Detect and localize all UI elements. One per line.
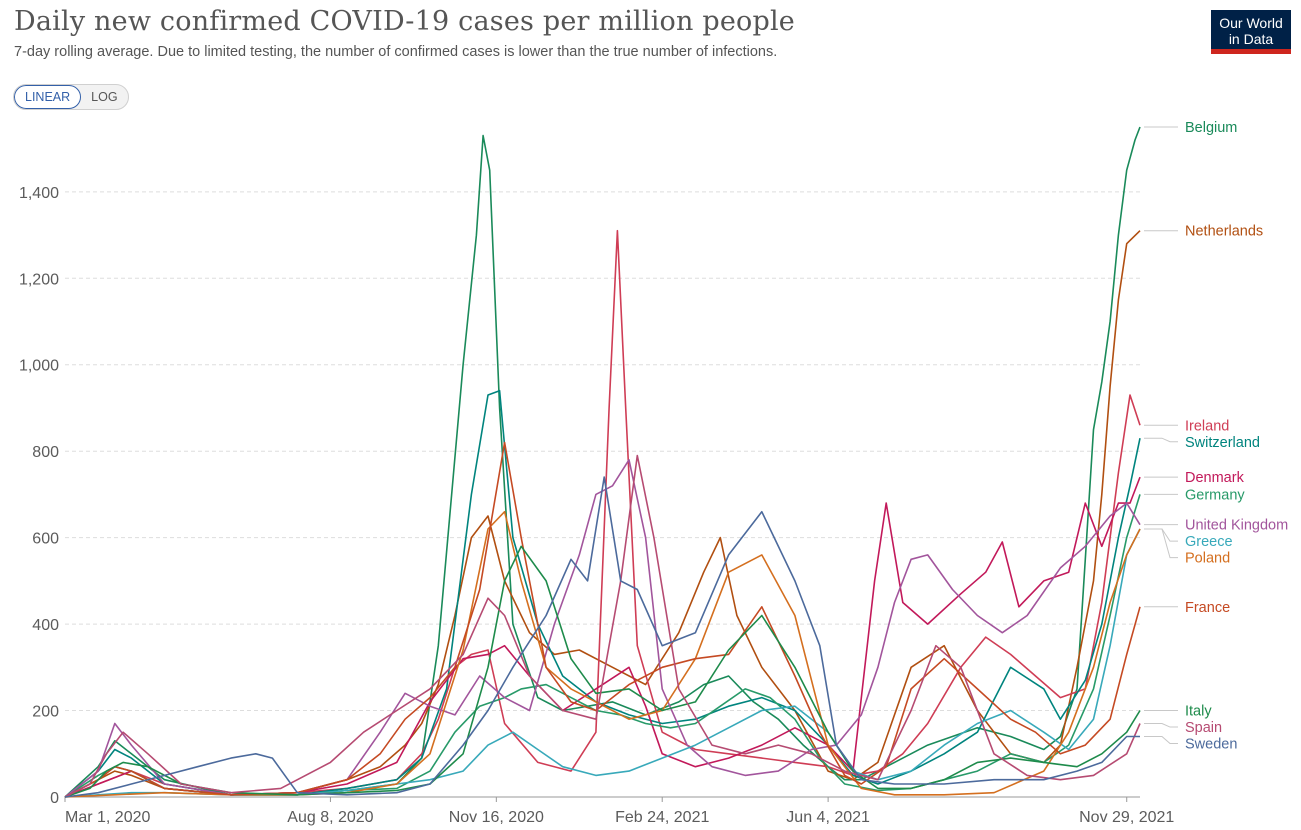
legend-label-france[interactable]: France bbox=[1185, 600, 1230, 616]
legend-label-poland[interactable]: Poland bbox=[1185, 551, 1230, 567]
legend-label-spain[interactable]: Spain bbox=[1185, 720, 1222, 736]
x-axis-ticks: Mar 1, 2020 Aug 8, 2020 Nov 16, 2020 Feb 24… bbox=[64, 797, 1174, 826]
legend-connector bbox=[1144, 735, 1178, 745]
x-tick-label: Feb 24, 2021 bbox=[615, 809, 709, 826]
log-scale-button[interactable]: LOG bbox=[91, 90, 118, 104]
y-axis-ticks: 0 200 400 600 800 1,000 1,200 1,400 bbox=[19, 185, 59, 807]
y-tick-label: 0 bbox=[50, 790, 59, 807]
x-tick-label: Jun 4, 2021 bbox=[786, 809, 870, 826]
series-line-united-kingdom[interactable] bbox=[64, 458, 1141, 798]
legend-connector bbox=[1144, 528, 1178, 559]
x-tick-label: Nov 16, 2020 bbox=[449, 809, 544, 826]
chart-title: Daily new confirmed COVID-19 cases per m… bbox=[14, 6, 795, 37]
legend-label-belgium[interactable]: Belgium bbox=[1185, 120, 1237, 136]
series-line-denmark[interactable] bbox=[64, 476, 1141, 798]
legend-label-greece[interactable]: Greece bbox=[1185, 534, 1233, 550]
series-line-sweden[interactable] bbox=[64, 476, 1140, 798]
y-tick-label: 200 bbox=[32, 704, 59, 721]
logo-line-2: in Data bbox=[1228, 31, 1274, 47]
chart-subtitle: 7-day rolling average. Due to limited te… bbox=[14, 44, 778, 60]
y-tick-label: 800 bbox=[32, 444, 59, 461]
legend-label-ireland[interactable]: Ireland bbox=[1185, 418, 1229, 434]
x-tick-label: Nov 29, 2021 bbox=[1079, 809, 1174, 826]
series-line-greece[interactable] bbox=[64, 528, 1141, 798]
y-tick-label: 1,200 bbox=[19, 271, 59, 288]
owid-logo[interactable]: Our World in Data bbox=[1211, 10, 1291, 54]
series-line-spain[interactable] bbox=[64, 454, 1141, 798]
legend-connector bbox=[1144, 437, 1178, 443]
linear-scale-button[interactable]: LINEAR bbox=[14, 85, 82, 109]
series-lines bbox=[64, 126, 1141, 798]
legend-connector bbox=[1144, 723, 1178, 728]
y-tick-label: 1,000 bbox=[19, 358, 59, 375]
x-tick-label: Aug 8, 2020 bbox=[287, 809, 373, 826]
series-line-france[interactable] bbox=[64, 441, 1141, 798]
grid-lines bbox=[65, 191, 1140, 798]
legend-label-united-kingdom[interactable]: United Kingdom bbox=[1185, 518, 1288, 534]
logo-line-1: Our World bbox=[1219, 15, 1283, 31]
legend-label-germany[interactable]: Germany bbox=[1185, 487, 1245, 503]
y-tick-label: 600 bbox=[32, 531, 59, 548]
y-tick-label: 400 bbox=[32, 617, 59, 634]
legend-label-italy[interactable]: Italy bbox=[1185, 704, 1212, 720]
legend-label-switzerland[interactable]: Switzerland bbox=[1185, 435, 1260, 451]
legend-label-netherlands[interactable]: Netherlands bbox=[1185, 224, 1263, 240]
legend-label-sweden[interactable]: Sweden bbox=[1185, 737, 1237, 753]
y-tick-label: 1,400 bbox=[19, 185, 59, 202]
series-line-belgium[interactable] bbox=[64, 126, 1141, 798]
series-line-poland[interactable] bbox=[64, 510, 1141, 798]
logo-accent-bar bbox=[1211, 49, 1291, 54]
legend-connector bbox=[1144, 528, 1178, 542]
scale-toggle: LINEAR LOG bbox=[13, 84, 129, 110]
x-tick-label: Mar 1, 2020 bbox=[65, 809, 150, 826]
legend-label-denmark[interactable]: Denmark bbox=[1185, 470, 1245, 486]
